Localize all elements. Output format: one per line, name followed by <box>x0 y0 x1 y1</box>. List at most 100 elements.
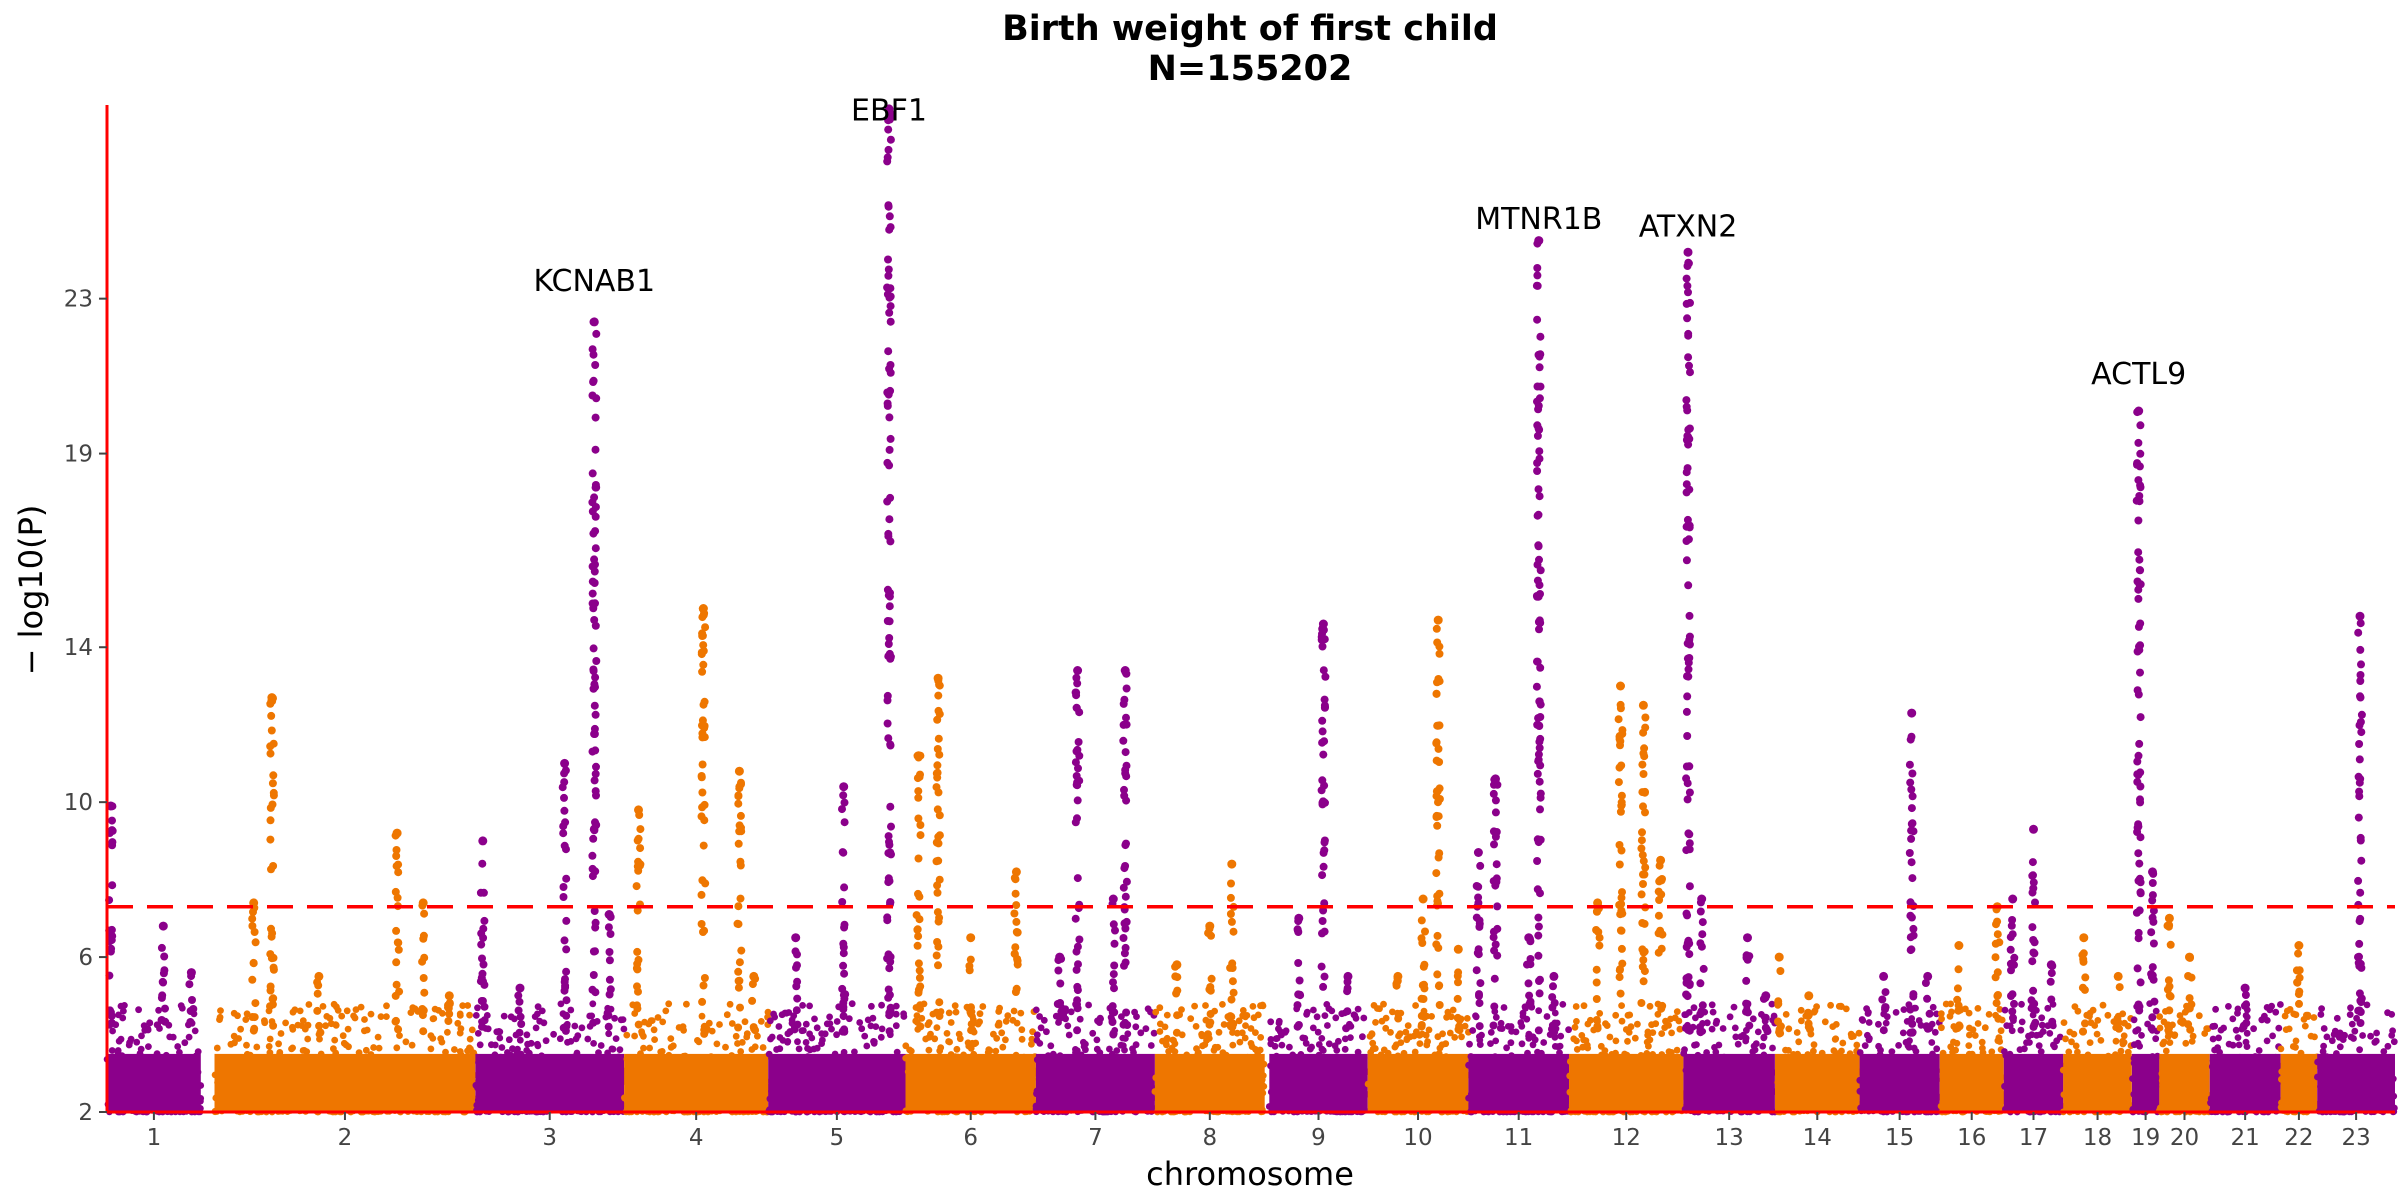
point <box>1341 1035 1349 1043</box>
point <box>1309 1024 1317 1032</box>
point <box>478 859 487 868</box>
point <box>108 881 117 890</box>
point <box>523 1031 531 1039</box>
point <box>383 1002 390 1010</box>
point <box>1742 976 1751 985</box>
point <box>1615 966 1624 975</box>
point <box>883 157 892 166</box>
point <box>392 846 401 854</box>
point <box>1685 788 1694 797</box>
peak-point <box>1120 666 1130 675</box>
point <box>884 347 893 356</box>
point <box>516 1036 524 1044</box>
point <box>267 711 276 720</box>
point <box>305 1001 313 1008</box>
peak-point <box>158 921 168 931</box>
point <box>591 544 600 553</box>
point <box>108 1047 116 1054</box>
point <box>1121 892 1130 901</box>
point <box>1690 1004 1698 1012</box>
point <box>188 996 196 1004</box>
point <box>1548 1025 1556 1034</box>
point <box>1073 986 1082 995</box>
point <box>1242 1022 1249 1029</box>
point <box>884 255 892 264</box>
point <box>1533 264 1542 272</box>
point <box>603 1009 612 1018</box>
point <box>1684 581 1693 590</box>
point <box>884 145 893 154</box>
point <box>700 1022 709 1031</box>
point <box>559 829 568 838</box>
point <box>352 1006 360 1013</box>
point <box>1640 744 1649 753</box>
point <box>536 1017 544 1025</box>
point <box>1065 1031 1073 1039</box>
point <box>480 1016 489 1025</box>
point <box>748 996 757 1005</box>
point <box>496 1034 504 1042</box>
point <box>589 971 598 979</box>
point <box>1121 862 1130 870</box>
point <box>1745 1021 1754 1030</box>
point <box>933 888 942 897</box>
point <box>902 1042 910 1050</box>
point <box>146 1019 154 1027</box>
point <box>513 1047 520 1054</box>
point <box>1759 1042 1767 1050</box>
point <box>1616 807 1625 816</box>
point <box>883 388 892 397</box>
point <box>916 1004 924 1013</box>
point <box>1534 350 1543 359</box>
point <box>1028 1040 1035 1048</box>
point <box>1075 751 1084 760</box>
point <box>839 1012 848 1021</box>
point <box>1318 642 1327 651</box>
point <box>1557 1032 1565 1040</box>
point <box>357 1003 365 1011</box>
point <box>589 825 598 834</box>
point <box>393 893 402 902</box>
point <box>754 1032 761 1040</box>
point <box>934 942 943 951</box>
point <box>1673 1008 1681 1015</box>
point <box>1227 1012 1236 1021</box>
point <box>1010 1007 1018 1015</box>
point <box>900 1010 907 1018</box>
peak-point <box>791 933 801 943</box>
point <box>1432 869 1441 878</box>
point <box>1163 1011 1171 1019</box>
point <box>1036 1040 1044 1047</box>
point <box>1319 862 1328 871</box>
point <box>1073 1000 1081 1009</box>
point <box>1682 436 1691 444</box>
point <box>918 1014 926 1022</box>
peak-point <box>1172 960 1182 970</box>
point <box>1708 1025 1716 1033</box>
point <box>1638 851 1647 860</box>
point <box>914 793 923 802</box>
chromosome-9-points <box>1265 619 1371 1116</box>
point <box>1532 682 1541 691</box>
point <box>1726 1013 1734 1021</box>
point <box>736 1003 744 1012</box>
point <box>1730 1003 1738 1011</box>
peak-point <box>933 673 943 683</box>
point <box>893 1048 901 1056</box>
point <box>265 1043 273 1050</box>
point <box>967 1020 976 1029</box>
point <box>1580 1036 1587 1044</box>
point <box>1644 1031 1652 1039</box>
point <box>935 1012 944 1020</box>
point <box>914 959 923 968</box>
point <box>1709 1008 1717 1016</box>
point <box>697 890 706 899</box>
point <box>1525 999 1534 1008</box>
point <box>1011 988 1020 996</box>
point <box>1417 1011 1426 1020</box>
chromosome-7-points <box>1032 666 1158 1116</box>
point <box>1683 779 1692 788</box>
point <box>108 816 116 825</box>
point <box>651 1036 658 1043</box>
point <box>477 940 486 949</box>
